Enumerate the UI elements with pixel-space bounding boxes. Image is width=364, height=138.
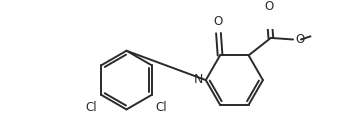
Text: O: O <box>265 0 274 13</box>
Text: O: O <box>214 15 223 28</box>
Text: Cl: Cl <box>156 101 167 114</box>
Text: N: N <box>194 73 203 86</box>
Text: Cl: Cl <box>86 101 97 114</box>
Text: O: O <box>296 33 305 46</box>
